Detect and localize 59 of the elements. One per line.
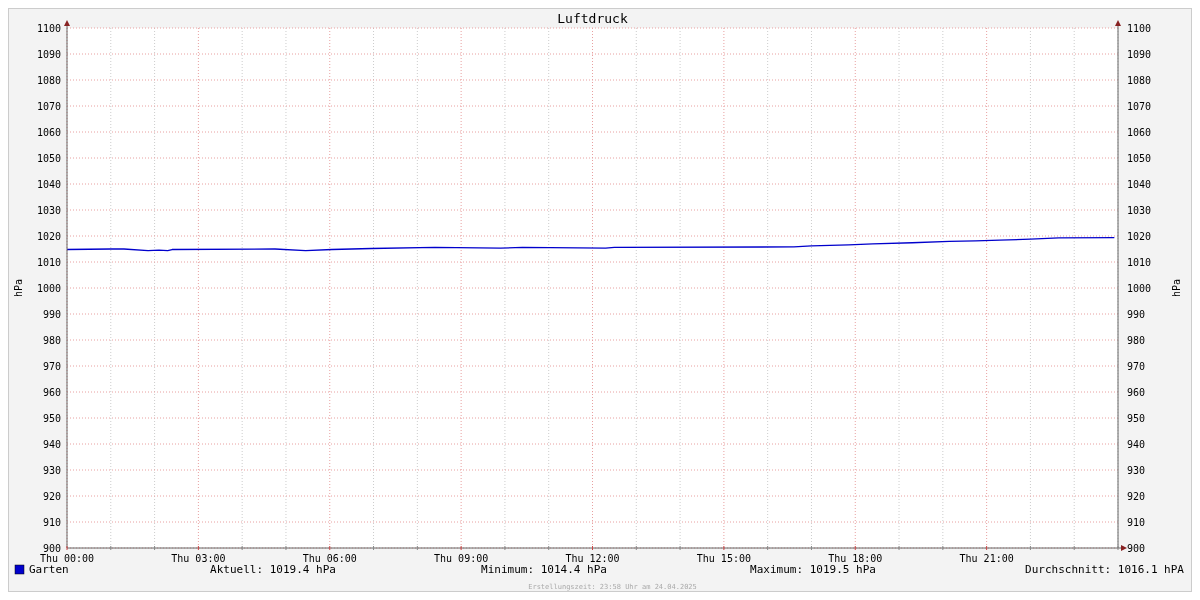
y-tick-label: 900 bbox=[42, 542, 61, 554]
y2-tick-label: 1080 bbox=[1127, 74, 1152, 86]
y-tick-label: 950 bbox=[42, 412, 61, 424]
y2-tick-label: 1010 bbox=[1127, 256, 1152, 268]
y-tick-label: 1060 bbox=[36, 126, 61, 138]
x-tick-label: Thu 12:00 bbox=[565, 553, 620, 564]
y2-tick-label: 990 bbox=[1127, 308, 1146, 320]
legend-label: Garten bbox=[29, 563, 69, 576]
y2-tick-label: 1090 bbox=[1127, 48, 1152, 60]
y2-tick-label: 920 bbox=[1127, 490, 1146, 502]
y-tick-label: 940 bbox=[42, 438, 61, 450]
y2-tick-label: 1060 bbox=[1127, 126, 1152, 138]
line-series bbox=[66, 236, 1115, 252]
y-tick-label: 980 bbox=[42, 334, 61, 346]
y2-axis-title: hPa bbox=[1171, 278, 1182, 298]
y-tick-label: 960 bbox=[42, 386, 61, 398]
y-tick-label: 1000 bbox=[36, 282, 61, 294]
y2-tick-label: 1100 bbox=[1127, 22, 1152, 34]
x-tick-label: Thu 15:00 bbox=[696, 553, 751, 564]
y2-tick-label: 950 bbox=[1127, 412, 1146, 424]
y-tick-label: 920 bbox=[42, 490, 61, 502]
x-tick-label: Thu 03:00 bbox=[171, 553, 226, 564]
chart-title: Luftdruck bbox=[557, 11, 628, 26]
y-tick-label: 1030 bbox=[36, 204, 61, 216]
text: Durchschnitt: 1016.1 hPA bbox=[1025, 563, 1185, 576]
x-tick-label: Thu 09:00 bbox=[434, 553, 489, 564]
x-tick-label: Thu 21:00 bbox=[959, 553, 1014, 564]
y2-tick-label: 940 bbox=[1127, 438, 1146, 450]
y-tick-label: 1050 bbox=[36, 152, 61, 164]
y2-tick-label: 980 bbox=[1127, 334, 1146, 346]
y-tick-label: 1010 bbox=[36, 256, 61, 268]
y-tick-label: 1040 bbox=[36, 178, 61, 190]
y2-tick-label: 930 bbox=[1127, 464, 1146, 476]
y2-tick-label: 1070 bbox=[1127, 100, 1152, 112]
y2-tick-label: 1040 bbox=[1127, 178, 1152, 190]
y2-tick-label: 1030 bbox=[1127, 204, 1152, 216]
y-tick-label: 1090 bbox=[36, 48, 61, 60]
y2-tick-label: 910 bbox=[1127, 516, 1146, 528]
y-tick-label: 990 bbox=[42, 308, 61, 320]
y-tick-label: 1020 bbox=[36, 230, 61, 242]
y-tick-label: 970 bbox=[42, 360, 61, 372]
y2-tick-label: 1050 bbox=[1127, 152, 1152, 164]
y-tick-label: 1080 bbox=[36, 74, 61, 86]
y-tick-label: 1100 bbox=[36, 22, 61, 34]
y2-tick-label: 960 bbox=[1127, 386, 1146, 398]
x-tick-label: Thu 00:00 bbox=[39, 553, 95, 564]
text: Minimum: 1014.4 hPa bbox=[481, 563, 607, 576]
y2-tick-label: 900 bbox=[1127, 542, 1146, 554]
y-tick-label: 910 bbox=[42, 516, 61, 528]
x-tick-label: Thu 06:00 bbox=[302, 553, 357, 564]
text: Aktuell: 1019.4 hPa bbox=[210, 563, 336, 576]
y2-tick-label: 1000 bbox=[1127, 282, 1152, 294]
y2-tick-label: 1020 bbox=[1127, 230, 1152, 242]
y-tick-label: 1070 bbox=[36, 100, 61, 112]
y-axis-title: hPa bbox=[13, 278, 24, 298]
x-tick-label: Thu 18:00 bbox=[828, 553, 883, 564]
text: Maximum: 1019.5 hPa bbox=[750, 563, 876, 576]
y2-tick-label: 970 bbox=[1127, 360, 1146, 372]
y-tick-label: 930 bbox=[42, 464, 61, 476]
